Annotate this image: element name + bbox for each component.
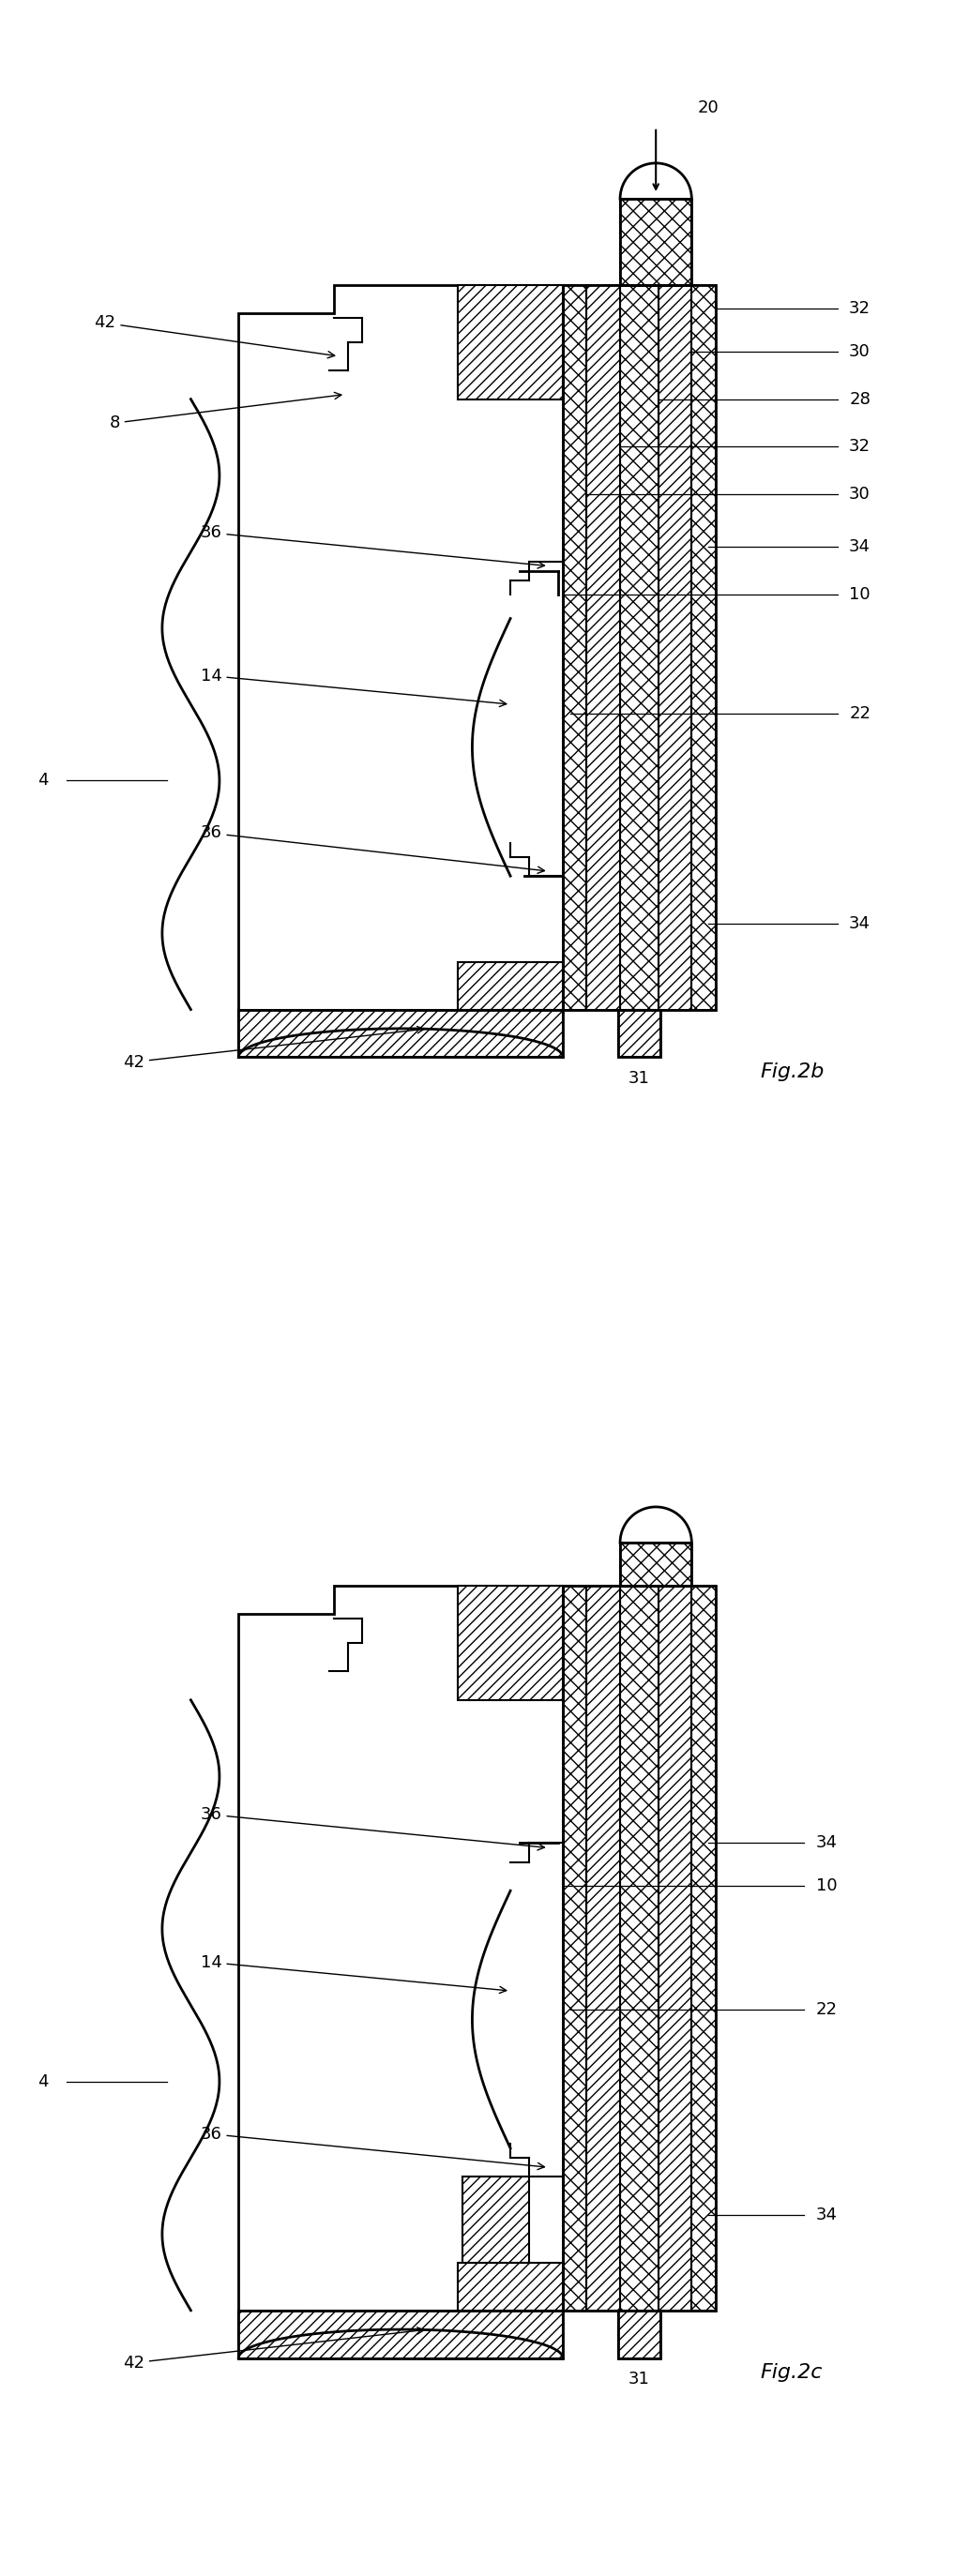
- Text: 31: 31: [629, 2370, 650, 2388]
- Text: Fig.2b: Fig.2b: [759, 1061, 824, 1082]
- Text: 42: 42: [123, 1025, 425, 1072]
- Bar: [620, 198, 692, 286]
- Text: Fig.2c: Fig.2c: [760, 2362, 823, 2383]
- Polygon shape: [238, 286, 563, 1010]
- Text: 14: 14: [200, 1955, 507, 1994]
- Bar: [618, 2311, 661, 2357]
- Text: 14: 14: [200, 667, 507, 706]
- Bar: [618, 1010, 661, 1056]
- Bar: [458, 286, 563, 399]
- Text: 4: 4: [37, 2074, 49, 2089]
- Text: 31: 31: [629, 1069, 650, 1087]
- Text: 22: 22: [816, 2002, 838, 2020]
- Text: 22: 22: [849, 706, 871, 721]
- Bar: [238, 1010, 563, 1056]
- Text: 42: 42: [123, 2326, 425, 2372]
- Bar: [692, 286, 716, 1010]
- Bar: [458, 1587, 563, 1700]
- Bar: [620, 1543, 692, 1587]
- Bar: [620, 198, 692, 286]
- Text: 8: 8: [109, 392, 342, 433]
- Text: 28: 28: [849, 392, 870, 407]
- Text: 34: 34: [849, 538, 871, 556]
- Bar: [587, 1587, 620, 2311]
- Bar: [620, 1543, 692, 1587]
- Bar: [692, 1587, 716, 2311]
- Bar: [238, 1010, 563, 1056]
- Text: 32: 32: [849, 299, 871, 317]
- Text: 20: 20: [697, 100, 719, 116]
- Text: 30: 30: [849, 343, 870, 361]
- Bar: [658, 1587, 692, 2311]
- Bar: [563, 286, 716, 1010]
- Bar: [458, 961, 563, 1010]
- Bar: [458, 2262, 563, 2311]
- Text: 32: 32: [849, 438, 871, 456]
- Text: 34: 34: [816, 2208, 838, 2223]
- Bar: [620, 286, 658, 1010]
- Text: 4: 4: [37, 773, 49, 788]
- Bar: [563, 1587, 587, 2311]
- Polygon shape: [238, 1587, 563, 2311]
- Bar: [620, 1587, 658, 2311]
- Bar: [658, 286, 692, 1010]
- Text: 36: 36: [200, 824, 545, 873]
- Text: 34: 34: [849, 914, 871, 933]
- Text: 10: 10: [849, 587, 870, 603]
- Text: 42: 42: [94, 314, 335, 358]
- Bar: [563, 286, 587, 1010]
- Text: 36: 36: [200, 2125, 545, 2169]
- Bar: [587, 286, 620, 1010]
- Bar: [463, 2177, 529, 2262]
- Bar: [563, 1587, 716, 2311]
- Bar: [618, 2311, 661, 2357]
- Bar: [618, 1010, 661, 1056]
- Text: 34: 34: [816, 1834, 838, 1852]
- Text: 36: 36: [200, 1806, 545, 1850]
- Text: 30: 30: [849, 487, 870, 502]
- Text: 10: 10: [816, 1878, 837, 1893]
- Bar: [238, 2311, 563, 2357]
- Bar: [238, 2311, 563, 2357]
- Text: 36: 36: [200, 526, 545, 569]
